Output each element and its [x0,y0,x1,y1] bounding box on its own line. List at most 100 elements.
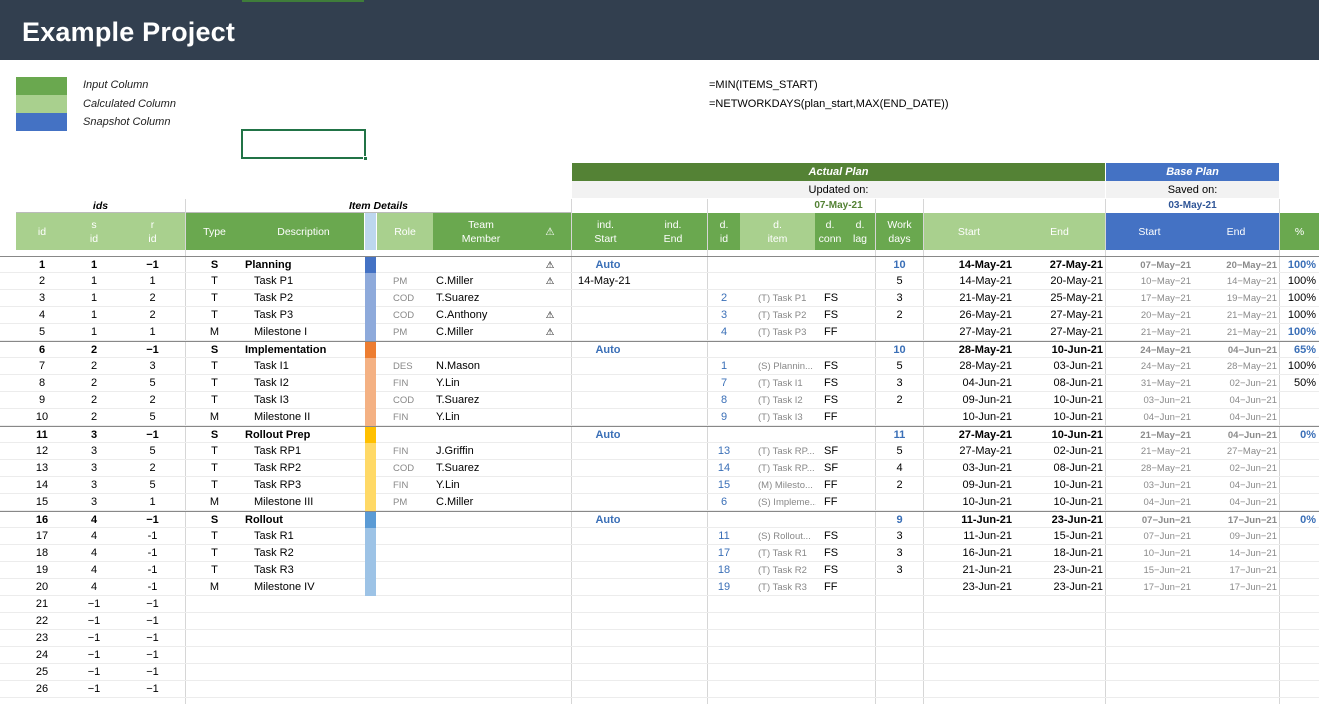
cell-role[interactable] [393,630,433,647]
cell-sid[interactable]: 2 [90,411,98,423]
cell-member[interactable] [436,630,528,647]
cell-sid[interactable]: −1 [87,615,101,627]
cell-work[interactable]: 9 [896,514,903,526]
cell-bend[interactable]: 27−May−21 [1226,446,1277,457]
cell-rid[interactable]: 1 [149,275,156,287]
cell-ditem[interactable]: (T) Task P1 [758,293,807,304]
cell-work[interactable]: 10 [893,259,906,271]
cell-work[interactable]: 5 [896,360,903,372]
cell-role[interactable] [393,342,433,359]
col-header-d-id[interactable]: d. id [708,213,740,250]
cell-rid[interactable]: 2 [149,462,156,474]
cell-pct[interactable] [1280,528,1316,545]
cell-role[interactable]: COD [393,395,415,406]
cell-end[interactable]: 20-May-21 [1050,275,1103,287]
cell-end[interactable] [1014,681,1103,698]
cell-type[interactable]: T [211,275,218,287]
cell-rid[interactable]: -1 [147,564,158,576]
cell-sid[interactable]: 2 [90,394,98,406]
cell-lag[interactable] [846,290,874,307]
cell-did[interactable]: 2 [720,292,728,304]
cell-work[interactable] [876,647,923,664]
cell-conn[interactable] [824,647,844,664]
cell-id[interactable]: 8 [38,377,46,389]
cell-start[interactable]: 10-Jun-21 [962,496,1012,508]
cell-role[interactable] [393,257,433,274]
cell-type[interactable]: S [210,514,219,526]
cell-start[interactable] [924,630,1012,647]
cell-member[interactable]: Y.Lin [436,411,460,423]
cell-lag[interactable] [846,528,874,545]
cell-did[interactable] [708,342,740,359]
cell-ind-start[interactable] [578,630,638,647]
cell-lag[interactable] [846,392,874,409]
cell-ditem[interactable] [758,427,816,444]
cell-id[interactable]: 2 [38,275,46,287]
cell-work[interactable] [876,613,923,630]
cell-work[interactable]: 4 [896,462,903,474]
warning-icon[interactable]: ⚠ [545,327,555,338]
cell-lag[interactable] [846,512,874,529]
cell-pct[interactable] [1280,477,1316,494]
cell-conn[interactable]: FS [824,530,839,542]
cell-end[interactable]: 10-Jun-21 [1053,479,1103,491]
table-row[interactable]: 13 3 2 T Task RP2 COD T.Suarez 14 (T) Task RP...… [0,460,1319,477]
cell-start[interactable]: 03-Jun-21 [962,462,1012,474]
cell-member[interactable]: T.Suarez [436,292,480,304]
cell-did[interactable] [708,257,740,274]
cell-start[interactable] [924,596,1012,613]
cell-did[interactable]: 3 [720,309,728,321]
cell-bend[interactable]: 17−Jun−21 [1229,582,1277,593]
cell-pct[interactable]: 65% [1293,344,1316,356]
table-row[interactable]: 25 −1 −1 [0,664,1319,681]
cell-rid[interactable]: 3 [149,360,156,372]
cell-lag[interactable] [846,579,874,596]
cell-desc[interactable]: Task P1 [254,275,294,287]
cell-pct[interactable]: 100% [1287,275,1316,287]
cell-bend[interactable]: 04−Jun−21 [1229,497,1277,508]
warning-icon[interactable] [538,613,562,630]
cell-rid[interactable]: −1 [146,649,159,661]
cell-start[interactable]: 27-May-21 [958,429,1012,441]
cell-id[interactable]: 9 [38,394,46,406]
warning-icon[interactable] [538,579,562,596]
cell-ind-start[interactable] [578,290,638,307]
cell-type[interactable] [186,647,243,664]
cell-sid[interactable]: 4 [90,581,98,593]
summary-row[interactable]: 16 4 −1 S Rollout Auto 9 11-Jun-21 23-Jun-21 07−J… [0,511,1319,529]
cell-id[interactable]: 13 [35,462,49,474]
cell-pct[interactable]: 50% [1293,377,1316,389]
warning-icon[interactable] [538,630,562,647]
cell-id[interactable]: 26 [35,683,49,695]
cell-bstart[interactable]: 10−Jun−21 [1143,548,1191,559]
cell-ditem[interactable] [758,647,816,664]
cell-type[interactable] [186,681,243,698]
cell-work[interactable]: 2 [896,479,903,491]
cell-type[interactable]: M [209,411,220,423]
cell-id[interactable]: 20 [35,581,49,593]
cell-member[interactable] [436,512,528,529]
cell-member[interactable] [436,257,528,274]
table-row[interactable]: 22 −1 −1 [0,613,1319,630]
cell-ind-start[interactable] [578,681,638,698]
cell-end[interactable]: 10-Jun-21 [1053,496,1103,508]
cell-bstart[interactable] [1106,681,1191,698]
cell-desc[interactable]: Task I3 [254,394,289,406]
cell-id[interactable]: 19 [35,564,49,576]
cell-conn[interactable] [824,630,844,647]
cell-conn[interactable]: FS [824,309,839,321]
cell-type[interactable]: T [211,360,218,372]
cell-ind-start[interactable] [578,324,638,341]
cell-role[interactable] [393,596,433,613]
cell-bstart[interactable] [1106,596,1191,613]
cell-role[interactable]: FIN [393,378,409,389]
cell-end[interactable]: 10-Jun-21 [1053,394,1103,406]
cell-start[interactable]: 26-May-21 [959,309,1012,321]
cell-bend[interactable]: 28−May−21 [1226,361,1277,372]
warning-icon[interactable] [538,342,562,359]
warning-icon[interactable]: ⚠ [545,276,555,287]
table-row[interactable]: 9 2 2 T Task I3 COD T.Suarez 8 (T) Task I2 FS 2 09-… [0,392,1319,409]
warning-icon[interactable] [538,290,562,307]
cell-member[interactable] [436,528,528,545]
cell-work[interactable] [876,324,923,341]
